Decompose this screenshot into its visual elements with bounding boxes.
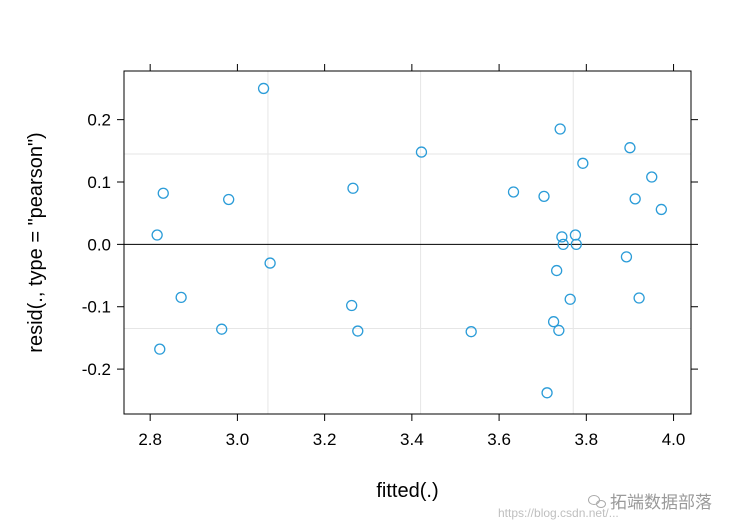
data-point-18 [553, 324, 565, 337]
x-axis-title: fitted(.) [376, 480, 438, 502]
y-axis-ticks: -0.2 -0.1 0.0 0.1 0.2 [82, 111, 698, 379]
grid-lines [124, 71, 691, 414]
data-point-2 [157, 187, 169, 199]
y-axis-title: resid(., type = "pearson") [25, 132, 47, 352]
data-point-26 [620, 251, 633, 263]
data-point-29 [633, 292, 645, 304]
y-tick-label-0: -0.2 [82, 360, 111, 379]
x-tick-label-0: 2.8 [138, 430, 162, 449]
data-point-10 [352, 325, 364, 337]
data-point-23 [569, 229, 582, 241]
x-tick-label-6: 4.0 [662, 430, 686, 449]
y-tick-label-2: 0.0 [87, 235, 111, 254]
data-point-27 [624, 142, 636, 154]
data-point-8 [346, 299, 358, 312]
data-point-12 [465, 326, 477, 338]
data-point-28 [629, 193, 641, 205]
data-point-4 [216, 323, 228, 335]
x-tick-label-3: 3.4 [400, 430, 424, 449]
data-point-1 [154, 343, 166, 355]
watermark-text: 拓端数据部落 [610, 493, 712, 512]
data-point-17 [551, 264, 563, 277]
data-point-20 [556, 231, 568, 243]
data-points [151, 82, 667, 399]
y-tick-label-4: 0.2 [87, 111, 111, 130]
data-point-0 [151, 229, 163, 241]
x-axis-ticks: 2.8 3.0 3.2 3.4 3.6 3.8 4.0 [138, 64, 685, 449]
data-point-25 [577, 157, 589, 169]
y-tick-label-3: 0.1 [87, 173, 111, 192]
data-point-21 [557, 238, 569, 251]
data-point-14 [538, 190, 550, 203]
data-point-15 [541, 387, 553, 399]
source-url: https://blog.csdn.net/... [498, 506, 619, 520]
data-point-3 [175, 291, 187, 304]
x-tick-label-4: 3.6 [487, 430, 511, 449]
data-point-5 [223, 193, 235, 206]
data-point-24 [570, 238, 582, 251]
data-point-30 [646, 171, 658, 183]
data-point-22 [564, 293, 576, 305]
data-point-9 [347, 182, 359, 194]
data-point-6 [257, 82, 270, 95]
x-tick-label-5: 3.8 [575, 430, 599, 449]
y-tick-label-1: -0.1 [82, 298, 111, 317]
data-point-11 [415, 146, 428, 158]
x-tick-label-2: 3.2 [313, 430, 337, 449]
x-tick-label-1: 3.0 [226, 430, 250, 449]
data-point-7 [264, 257, 276, 269]
data-point-13 [507, 186, 520, 198]
data-point-16 [547, 316, 560, 328]
data-point-31 [655, 203, 667, 216]
watermark: 拓端数据部落 [588, 488, 712, 513]
plot-frame [123, 70, 692, 415]
wechat-icon [588, 494, 606, 508]
data-point-19 [554, 123, 566, 135]
